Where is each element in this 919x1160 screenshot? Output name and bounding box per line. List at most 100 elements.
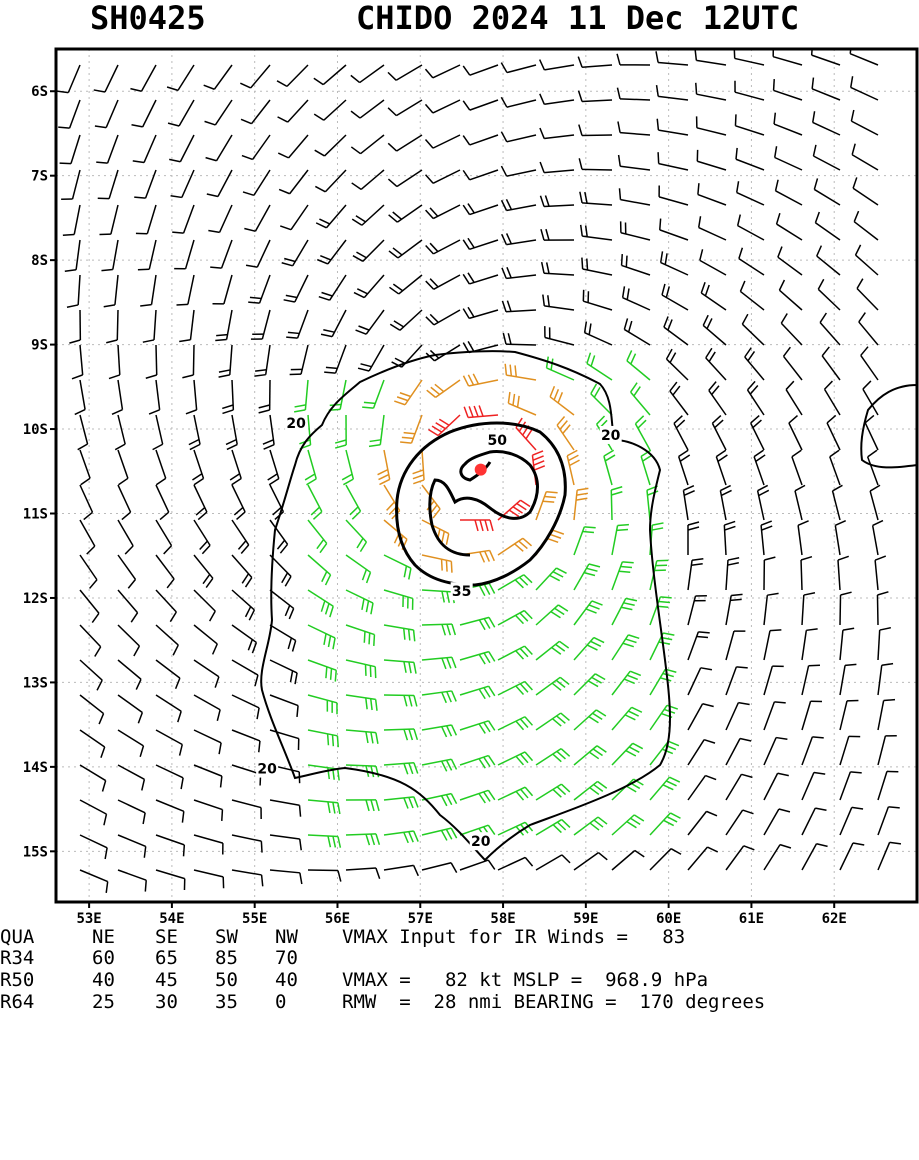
wind-barb (384, 865, 418, 875)
wind-barb (388, 65, 422, 80)
wind-barb (624, 318, 650, 345)
wind-barb (542, 262, 574, 275)
wind-barb (140, 275, 156, 306)
wind-barb (840, 628, 854, 660)
wind-barb (540, 162, 574, 173)
lat-tick-label: 10S (23, 422, 48, 438)
wind-barb (251, 310, 270, 339)
wind-barb (567, 450, 579, 485)
wind-barb (822, 347, 840, 380)
wind-barb (390, 310, 422, 330)
wind-barb (208, 205, 232, 232)
wind-barb (574, 710, 606, 730)
wind-barb (697, 150, 726, 170)
wind-barb (118, 590, 138, 622)
wind-barb (384, 590, 413, 610)
wind-barb (835, 521, 845, 555)
wind-barb (75, 380, 85, 414)
wind-barb (501, 63, 536, 73)
header-ne: NE (92, 927, 115, 948)
wind-barb (422, 828, 457, 840)
contour-label: 50 (488, 433, 508, 449)
wind-barb (818, 279, 840, 310)
lat-tick-label: 8S (31, 253, 48, 269)
value-se: 65 (155, 948, 178, 969)
wind-barb (270, 590, 294, 619)
wind-barb (812, 78, 840, 100)
wind-barb (840, 664, 856, 695)
wind-barb (574, 853, 607, 870)
wind-barb (278, 135, 308, 158)
wind-barb (422, 691, 456, 703)
wind-barb (784, 347, 802, 380)
wind-barb (574, 638, 604, 660)
wind-barb (219, 345, 232, 377)
wind-barb (532, 451, 544, 485)
wind-barb (679, 450, 690, 485)
wind-barb (536, 641, 569, 660)
wind-barb (215, 310, 232, 340)
wind-barb (498, 611, 532, 625)
wind-barb (789, 416, 802, 450)
wind-barb (854, 211, 878, 240)
wind-barb (460, 652, 495, 665)
wind-barb (118, 835, 146, 858)
wind-barb (270, 835, 301, 850)
wind-barb (688, 847, 718, 870)
wind-barb (389, 275, 422, 294)
wind-barb (186, 380, 197, 414)
wind-barb (764, 557, 775, 590)
wind-barb (735, 114, 764, 135)
wind-barb (133, 135, 156, 163)
wind-barb (204, 65, 232, 89)
wind-barb (580, 192, 612, 205)
wind-barb (612, 598, 637, 625)
wind-barb (171, 170, 194, 197)
wind-barb (194, 485, 207, 520)
wind-barb (574, 817, 607, 835)
wind-barb (712, 416, 726, 450)
wind-barb (802, 629, 818, 660)
wind-barb (422, 863, 457, 873)
header-sw: SW (215, 927, 238, 948)
wind-barb (222, 380, 233, 413)
wind-barb (388, 100, 422, 116)
wind-barb (156, 520, 172, 554)
wind-barb (659, 185, 688, 205)
wind-barb (210, 240, 232, 268)
wind-barb (878, 736, 897, 765)
wind-barb (778, 247, 802, 275)
wind-barb (878, 842, 901, 870)
lon-tick-label: 56E (325, 911, 350, 926)
wind-barb (192, 450, 203, 485)
wind-barb (346, 800, 379, 811)
wind-barb (777, 213, 802, 240)
wind-barb (815, 212, 840, 240)
wind-barb (156, 660, 180, 689)
wind-barb (205, 100, 232, 125)
contour-label: 20 (471, 834, 491, 850)
wind-barb (388, 170, 422, 187)
wind-barb (688, 740, 715, 765)
wind-barb (118, 485, 131, 520)
wind-barb (802, 701, 822, 730)
wind-barb (814, 178, 840, 205)
wind-barb (878, 664, 893, 695)
wind-barb (739, 248, 764, 275)
wind-barb (764, 702, 786, 730)
wind-barb (612, 562, 634, 590)
wind-barb (660, 219, 688, 240)
wind-barb (294, 380, 308, 412)
wind-barb (536, 568, 567, 590)
row-label: R50 (0, 970, 34, 991)
value-sw: 50 (215, 970, 238, 991)
wind-barb (346, 834, 379, 845)
wind-barb (541, 229, 574, 240)
wind-barb (617, 54, 650, 65)
wind-barb (774, 79, 802, 100)
wind-barb (502, 199, 536, 210)
wind-barb (827, 415, 840, 450)
wind-barb (650, 849, 681, 870)
wind-barb (764, 773, 789, 800)
wind-barb (232, 730, 260, 752)
